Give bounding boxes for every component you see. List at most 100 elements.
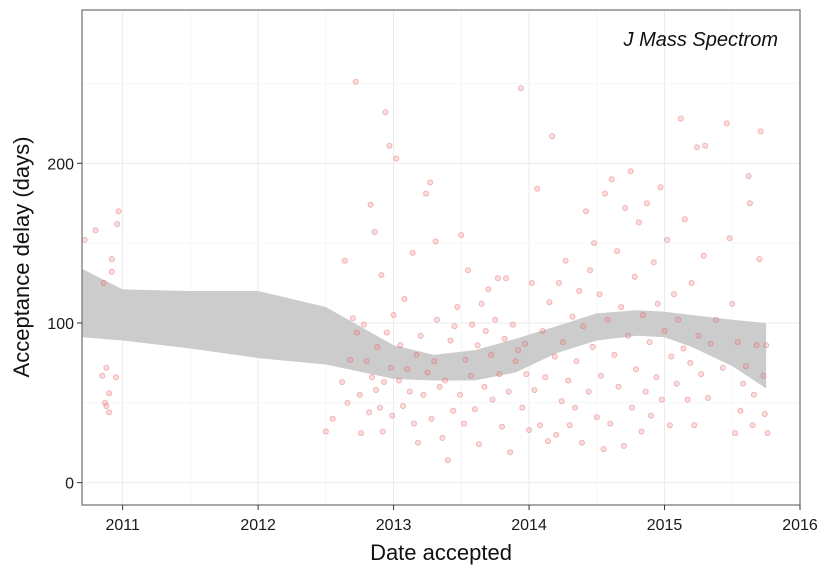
data-point — [494, 275, 501, 282]
data-point — [531, 386, 538, 393]
data-point — [749, 422, 756, 429]
data-point — [732, 430, 739, 437]
data-point — [522, 340, 529, 347]
data-point — [671, 291, 678, 298]
data-point — [631, 273, 638, 280]
data-point — [439, 434, 446, 441]
data-point — [633, 366, 640, 373]
data-point — [719, 364, 726, 371]
data-point — [664, 236, 671, 243]
data-point — [589, 343, 596, 350]
data-point — [746, 200, 753, 207]
data-point — [729, 300, 736, 307]
data-point — [519, 404, 526, 411]
data-point — [389, 412, 396, 419]
smooth-confidence-band — [82, 268, 767, 389]
data-point — [658, 396, 665, 403]
data-point — [112, 374, 119, 381]
data-point — [756, 256, 763, 263]
data-point — [378, 272, 385, 279]
data-point — [102, 399, 109, 406]
data-point — [639, 311, 646, 318]
data-point — [417, 332, 424, 339]
panel-label: J Mass Spectrom — [623, 29, 778, 51]
data-point — [442, 377, 449, 384]
data-point — [341, 257, 348, 264]
data-point — [498, 423, 505, 430]
data-point — [103, 364, 110, 371]
data-point — [401, 295, 408, 302]
data-point — [444, 457, 451, 464]
data-point — [673, 380, 680, 387]
data-point — [681, 216, 688, 223]
data-point — [615, 383, 622, 390]
data-point — [81, 236, 88, 243]
data-point — [638, 428, 645, 435]
data-point — [653, 374, 660, 381]
data-point — [372, 386, 379, 393]
data-point — [474, 342, 481, 349]
data-point — [478, 300, 485, 307]
data-point — [757, 128, 764, 135]
data-points — [81, 78, 771, 464]
data-point — [734, 339, 741, 346]
data-point — [352, 78, 359, 85]
data-point — [360, 321, 367, 328]
data-point — [687, 359, 694, 366]
data-point — [322, 428, 329, 435]
data-point — [646, 339, 653, 346]
data-point — [761, 410, 768, 417]
data-point — [99, 372, 106, 379]
y-axis-ticks: 0 100 200 — [47, 156, 82, 493]
data-point — [578, 439, 585, 446]
data-point — [750, 391, 757, 398]
data-point — [549, 133, 556, 140]
data-point — [629, 404, 636, 411]
x-tick-label: 2011 — [105, 517, 140, 534]
data-point — [620, 442, 627, 449]
data-point — [596, 291, 603, 298]
data-point — [454, 303, 461, 310]
data-point — [406, 388, 413, 395]
data-point — [460, 420, 467, 427]
data-point — [654, 300, 661, 307]
data-point — [347, 356, 354, 363]
data-point — [614, 248, 621, 255]
data-point — [450, 407, 457, 414]
data-point — [481, 383, 488, 390]
y-tick-label: 100 — [47, 316, 74, 333]
data-point — [410, 420, 417, 427]
data-point — [559, 339, 566, 346]
data-point — [691, 422, 698, 429]
data-point — [501, 335, 508, 342]
data-point — [666, 422, 673, 429]
data-point — [436, 383, 443, 390]
data-point — [471, 406, 478, 413]
data-point — [545, 438, 552, 445]
data-point — [745, 173, 752, 180]
data-point — [414, 439, 421, 446]
data-point — [702, 142, 709, 149]
data-point — [507, 449, 514, 456]
data-point — [413, 351, 420, 358]
data-point — [344, 399, 351, 406]
data-point — [366, 409, 373, 416]
data-point — [475, 441, 482, 448]
data-point — [482, 327, 489, 334]
data-point — [704, 394, 711, 401]
confidence-band-area — [82, 268, 767, 389]
data-point — [108, 268, 115, 275]
data-point — [387, 364, 394, 371]
data-point — [611, 351, 618, 358]
data-point — [368, 374, 375, 381]
y-tick-label: 200 — [47, 156, 74, 173]
data-point — [400, 402, 407, 409]
data-point — [339, 378, 346, 385]
data-point — [485, 286, 492, 293]
data-point — [114, 220, 121, 227]
data-point — [587, 267, 594, 274]
data-point — [680, 345, 687, 352]
data-point — [106, 390, 113, 397]
data-point — [492, 316, 499, 323]
